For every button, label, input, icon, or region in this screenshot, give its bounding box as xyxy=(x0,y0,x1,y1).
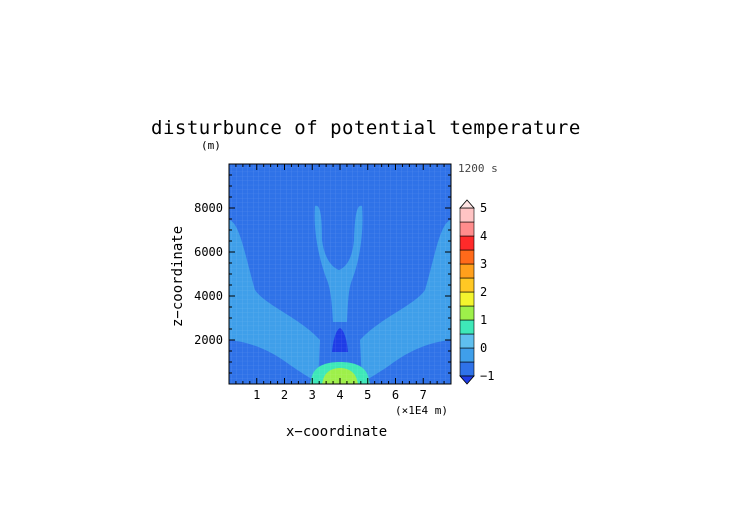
x-tick-label: 6 xyxy=(392,388,399,402)
y-tick-label: 6000 xyxy=(194,245,223,259)
y-axis-label: z−coordinate xyxy=(170,226,186,327)
colorbar-segment xyxy=(459,221,475,237)
colorbar-tick-label: 2 xyxy=(480,285,487,299)
x-unit-label: (×1E4 m) xyxy=(395,404,448,417)
colorbar-under-triangle xyxy=(459,375,475,385)
colorbar-tick-label: 3 xyxy=(480,257,487,271)
colorbar-over-triangle xyxy=(459,199,475,209)
y-unit-label: (m) xyxy=(201,139,221,152)
colorbar-segment xyxy=(459,347,475,363)
colorbar-segment xyxy=(459,305,475,321)
colorbar-segment xyxy=(459,291,475,307)
colorbar-segment xyxy=(459,277,475,293)
x-axis-label: x−coordinate xyxy=(286,424,387,440)
colorbar-segment xyxy=(459,235,475,251)
contour-grid-overlay xyxy=(229,164,451,384)
y-tick-label: 8000 xyxy=(194,201,223,215)
x-tick-label: 1 xyxy=(253,388,260,402)
colorbar-segment xyxy=(459,249,475,265)
colorbar-tick-label: 4 xyxy=(480,229,487,243)
colorbar: 5 4 3 2 1 0 −1 xyxy=(459,199,494,385)
colorbar-tick-label: 1 xyxy=(480,313,487,327)
x-tick-label: 2 xyxy=(281,388,288,402)
colorbar-segment xyxy=(459,207,475,223)
time-label: 1200 s xyxy=(458,162,498,175)
y-tick-label: 2000 xyxy=(194,333,223,347)
x-tick-label: 3 xyxy=(309,388,316,402)
colorbar-tick-label: 5 xyxy=(480,201,487,215)
chart-title: disturbunce of potential temperature xyxy=(151,117,581,139)
x-tick-label: 5 xyxy=(364,388,371,402)
y-tick-label: 4000 xyxy=(194,289,223,303)
colorbar-segment xyxy=(459,361,475,377)
x-tick-label: 4 xyxy=(336,388,343,402)
x-tick-label: 7 xyxy=(420,388,427,402)
x-axis: 1 2 3 4 5 6 7 xyxy=(228,164,452,402)
colorbar-segment xyxy=(459,263,475,279)
colorbar-segment xyxy=(459,319,475,335)
colorbar-tick-label: −1 xyxy=(480,369,494,383)
colorbar-tick-label: 0 xyxy=(480,341,487,355)
contour-plot xyxy=(229,164,451,384)
colorbar-segment xyxy=(459,333,475,349)
y-axis: 2000 4000 6000 8000 xyxy=(194,163,451,385)
